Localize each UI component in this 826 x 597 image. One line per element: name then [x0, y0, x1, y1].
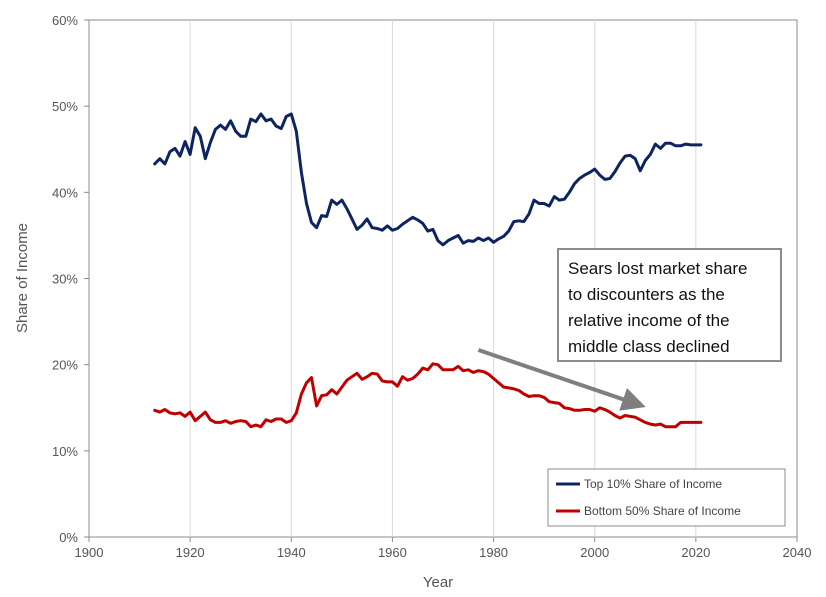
x-tick-label: 1960 [378, 545, 407, 560]
x-tick-label: 2000 [580, 545, 609, 560]
series-group [153, 112, 703, 429]
y-tick-label: 20% [52, 358, 78, 373]
y-tick-label: 0% [59, 530, 78, 545]
y-tick-label: 40% [52, 185, 78, 200]
x-tick-label: 1900 [75, 545, 104, 560]
annotation: Sears lost market share to discounters a… [557, 248, 782, 362]
x-tick-label: 2040 [783, 545, 812, 560]
legend-label-top-10: Top 10% Share of Income [584, 477, 722, 491]
x-tick-label: 2020 [681, 545, 710, 560]
series-line-bottom-50 [153, 362, 703, 429]
x-tick-label: 1920 [176, 545, 205, 560]
y-tick-label: 60% [52, 13, 78, 28]
series-line-top-10 [153, 112, 703, 247]
legend-label-bottom-50: Bottom 50% Share of Income [584, 504, 741, 518]
y-tick-label: 10% [52, 444, 78, 459]
y-tick-label: 30% [52, 272, 78, 287]
y-tick-label: 50% [52, 99, 78, 114]
y-axis-title: Share of Income [14, 223, 31, 333]
annotation-line-1: Sears lost market share [568, 259, 748, 278]
y-axis: 0% 10% 20% 30% 40% 50% 60% [52, 13, 78, 545]
legend: Top 10% Share of Income Bottom 50% Share… [547, 468, 786, 527]
x-axis: 1900 1920 1940 1960 1980 2000 2020 2040 [75, 545, 812, 560]
x-axis-title: Year [423, 574, 453, 591]
annotation-arrow [477, 348, 646, 411]
annotation-line-3: relative income of the [568, 311, 730, 330]
annotation-line-2: to discounters as the [568, 285, 725, 304]
x-tick-label: 1940 [277, 545, 306, 560]
annotation-box [557, 248, 782, 362]
annotation-line-4: middle class declined [568, 337, 730, 356]
x-tick-label: 1980 [479, 545, 508, 560]
legend-box [547, 468, 786, 527]
